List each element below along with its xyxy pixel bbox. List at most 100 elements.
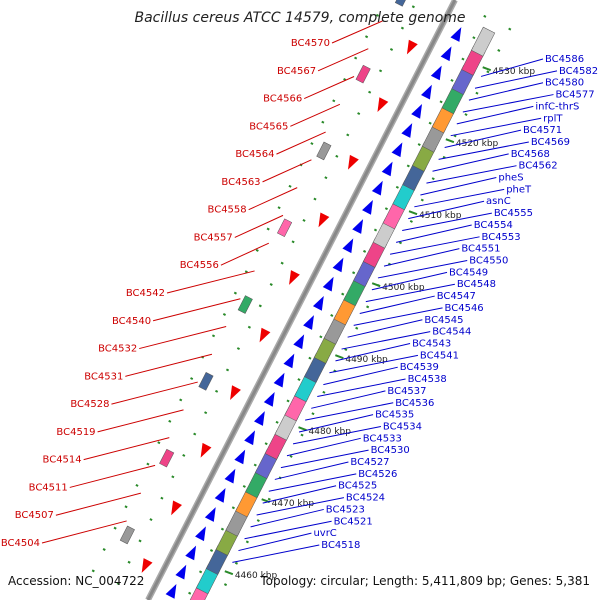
forward-label-leader	[480, 58, 544, 77]
forward-label-leader	[456, 105, 534, 125]
forward-gene-arrow	[440, 46, 452, 62]
kbp-tick-mark	[445, 138, 455, 144]
reverse-gene-label: BC4557	[194, 232, 233, 243]
forward-label-leader	[250, 508, 324, 528]
reverse-gene-label: BC4567	[277, 66, 316, 77]
forward-gene-label: pheS	[498, 173, 523, 184]
forward-gene-label: BC4533	[363, 433, 402, 444]
reverse-gene-label: BC4532	[98, 344, 137, 355]
forward-gene-label: BC4548	[457, 279, 496, 290]
forward-label-leader	[420, 177, 497, 196]
kbp-tick-mark	[334, 354, 344, 360]
reverse-gene-arrow	[406, 39, 418, 55]
forward-label-leader	[365, 283, 455, 303]
reverse-gene-arrow	[347, 154, 359, 170]
forward-label-leader	[408, 200, 485, 220]
forward-label-leader	[329, 354, 418, 374]
forward-label-leader	[305, 402, 394, 421]
reverse-label-leader	[69, 464, 156, 488]
forward-gene-arrow	[381, 161, 393, 177]
kbp-tick-label: 4510 kbp	[419, 211, 462, 221]
reverse-label-leader	[276, 131, 326, 155]
forward-gene-arrow	[204, 507, 216, 522]
forward-gene-arrow	[450, 27, 462, 42]
forward-label-leader	[286, 437, 361, 457]
forward-gene-label: BC4518	[321, 540, 360, 551]
reverse-label-leader	[248, 187, 298, 211]
forward-gene-label: BC4527	[350, 457, 389, 468]
forward-gene-label: BC4536	[395, 398, 434, 409]
forward-gene-label: BC4549	[449, 267, 488, 278]
reverse-label-leader	[55, 492, 142, 516]
forward-gene-arrow	[303, 315, 314, 330]
forward-label-leader	[335, 343, 411, 362]
forward-label-leader	[323, 366, 398, 386]
forward-gene-label: BC4524	[346, 493, 385, 504]
reverse-gene-arrow	[377, 97, 389, 113]
reverse-label-leader	[331, 20, 383, 44]
kbp-tick-mark	[298, 426, 307, 432]
reverse-gene-arrow	[230, 385, 241, 401]
reverse-label-leader	[317, 48, 369, 72]
forward-gene-label: BC4545	[424, 315, 463, 326]
reverse-gene-label: BC4564	[235, 149, 274, 160]
reverse-feature-box	[355, 64, 371, 84]
forward-label-leader	[232, 544, 320, 563]
forward-gene-label: BC4535	[375, 410, 414, 421]
forward-gene-arrow	[342, 238, 354, 254]
genome-backbone	[146, 0, 457, 600]
reverse-feature-box	[316, 141, 332, 161]
forward-feature-box	[471, 26, 496, 57]
forward-label-leader	[347, 319, 423, 338]
reverse-label-leader	[111, 381, 198, 405]
forward-label-leader	[311, 390, 386, 409]
forward-label-leader	[432, 153, 509, 172]
forward-label-leader	[371, 271, 448, 291]
forward-label-leader	[383, 248, 460, 267]
forward-gene-arrow	[185, 545, 197, 561]
forward-label-leader	[256, 497, 345, 516]
reverse-label-leader	[41, 520, 127, 544]
forward-label-leader	[353, 307, 443, 326]
reverse-gene-arrow	[259, 327, 271, 343]
forward-gene-arrow	[254, 411, 265, 426]
forward-gene-arrow	[401, 123, 413, 138]
forward-label-leader	[292, 425, 382, 445]
reverse-gene-arrow	[200, 442, 212, 458]
forward-gene-label: BC4580	[545, 78, 584, 89]
forward-label-leader	[468, 82, 544, 101]
forward-label-leader	[238, 532, 312, 552]
reverse-gene-label: BC4507	[15, 510, 54, 521]
kbp-tick-label: 4500 kbp	[382, 283, 425, 293]
forward-label-leader	[450, 117, 542, 137]
forward-label-leader	[444, 129, 522, 149]
forward-gene-label: BC4546	[445, 303, 484, 314]
forward-gene-label: BC4521	[334, 516, 373, 527]
forward-gene-label: pheT	[506, 184, 532, 195]
forward-label-leader	[244, 520, 332, 540]
reverse-gene-label: BC4514	[43, 455, 82, 466]
forward-label-leader	[389, 236, 480, 255]
forward-label-leader	[377, 260, 468, 279]
reverse-gene-label: BC4519	[56, 427, 95, 438]
forward-gene-label: BC4534	[383, 421, 422, 432]
reverse-label-leader	[139, 326, 227, 350]
forward-gene-label: BC4562	[519, 161, 558, 172]
forward-gene-label: asnC	[486, 196, 511, 207]
forward-gene-arrow	[273, 372, 285, 388]
kbp-tick-label: 4480 kbp	[309, 427, 352, 437]
reverse-gene-label: BC4531	[84, 371, 123, 382]
reverse-gene-label: BC4511	[29, 482, 68, 493]
forward-label-leader	[462, 94, 554, 113]
forward-gene-arrow	[224, 468, 236, 484]
reverse-gene-arrow	[171, 500, 182, 516]
reverse-label-leader	[166, 270, 255, 294]
reverse-gene-arrow	[289, 270, 300, 285]
reverse-gene-label: BC4540	[112, 316, 151, 327]
guide-track-0	[91, 0, 387, 573]
forward-gene-arrow	[352, 219, 364, 234]
guide-track-1	[116, 0, 419, 586]
forward-gene-arrow	[371, 180, 383, 196]
forward-gene-arrow	[421, 84, 432, 100]
forward-gene-label: BC4555	[494, 208, 533, 219]
